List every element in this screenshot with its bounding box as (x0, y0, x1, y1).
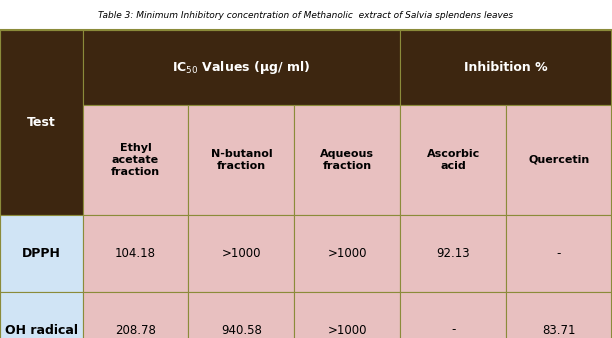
Text: 104.18: 104.18 (115, 247, 156, 260)
Text: DPPH: DPPH (22, 247, 61, 260)
Text: N-butanol
fraction: N-butanol fraction (211, 149, 272, 171)
Text: Test: Test (27, 116, 56, 129)
Bar (400, 292, 506, 338)
Text: Quercetin: Quercetin (528, 155, 590, 165)
Bar (188, 292, 294, 338)
Text: >1000: >1000 (222, 247, 261, 260)
Bar (294, 215, 400, 292)
Bar (83, 105, 188, 215)
Bar (294, 105, 400, 215)
Text: OH radical: OH radical (5, 323, 78, 337)
Bar (188, 215, 294, 292)
Text: Ascorbic
acid: Ascorbic acid (427, 149, 480, 171)
Bar (83, 30, 400, 105)
Text: >1000: >1000 (327, 247, 367, 260)
Bar (400, 105, 506, 215)
Text: -: - (451, 323, 455, 337)
Text: 208.78: 208.78 (115, 323, 156, 337)
Bar (0, 30, 83, 215)
Text: 940.58: 940.58 (221, 323, 262, 337)
Text: 83.71: 83.71 (542, 323, 576, 337)
Bar (294, 292, 400, 338)
Text: IC$_{50}$ Values (µg/ ml): IC$_{50}$ Values (µg/ ml) (173, 59, 310, 76)
Bar (83, 215, 188, 292)
Bar (506, 105, 612, 215)
Text: Table 3: Minimum Inhibitory concentration of Methanolic  extract of Salvia splen: Table 3: Minimum Inhibitory concentratio… (99, 10, 513, 20)
Text: Inhibition %: Inhibition % (465, 61, 548, 74)
Bar (400, 30, 612, 105)
Bar (400, 215, 506, 292)
Bar (188, 105, 294, 215)
Bar (83, 292, 188, 338)
Text: Aqueous
fraction: Aqueous fraction (320, 149, 375, 171)
Text: Ethyl
acetate
fraction: Ethyl acetate fraction (111, 143, 160, 176)
Bar (506, 292, 612, 338)
Text: 92.13: 92.13 (436, 247, 470, 260)
Text: -: - (557, 247, 561, 260)
Bar (0, 215, 83, 292)
Text: >1000: >1000 (327, 323, 367, 337)
Bar (0, 292, 83, 338)
Bar (506, 215, 612, 292)
